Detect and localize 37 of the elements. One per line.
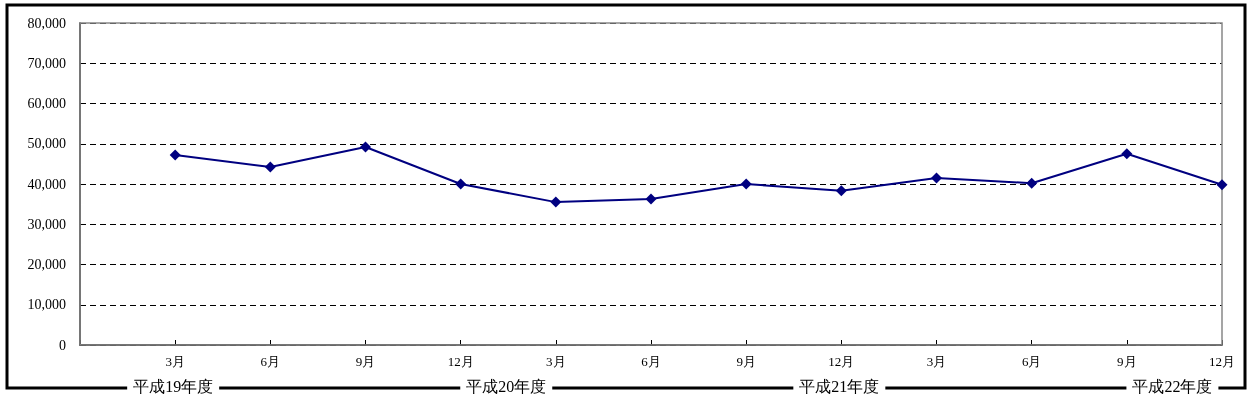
x-tick-label: 12月 [447, 354, 474, 369]
x-tick-label: 9月 [736, 354, 756, 369]
point [1121, 148, 1133, 160]
text: 平成21年度 [799, 377, 880, 395]
point [360, 141, 371, 153]
x-tick-label: 3月 [926, 354, 947, 369]
point [264, 161, 276, 173]
point [645, 193, 657, 205]
x-tick-label: 9月 [355, 354, 376, 369]
text: 平成20年度 [466, 377, 547, 395]
point [455, 178, 467, 190]
y-tick-label: 60,000 [27, 96, 66, 111]
x-tick-label: 6月 [641, 354, 661, 369]
point [740, 178, 752, 190]
point [169, 149, 181, 161]
point [835, 185, 847, 197]
text: 平成22年度 [1132, 377, 1213, 395]
x-tick-label: 3月 [165, 354, 185, 369]
y-tick-label: 70,000 [27, 55, 66, 71]
x-tick-label: 6月 [260, 354, 281, 369]
point [1216, 179, 1228, 191]
text: 平成19年度 [133, 377, 214, 395]
y-tick-label: 10,000 [27, 297, 66, 313]
y-tick-label: 50,000 [27, 136, 66, 152]
x-tick-label: 12月 [828, 354, 855, 369]
y-tick-label: 30,000 [27, 216, 66, 232]
y-tick-label: 40,000 [27, 176, 66, 192]
x-tick-label: 3月 [546, 354, 566, 369]
y-tick-label: 0 [59, 337, 66, 353]
x-tick-label: 12月 [1209, 354, 1235, 369]
point [1026, 177, 1038, 189]
y-tick-label: 80,000 [27, 15, 66, 31]
x-tick-label: 9月 [1117, 354, 1137, 369]
x-tick-label: 6月 [1021, 354, 1042, 369]
point [550, 196, 562, 208]
point [931, 172, 942, 184]
y-tick-label: 20,000 [27, 257, 66, 272]
